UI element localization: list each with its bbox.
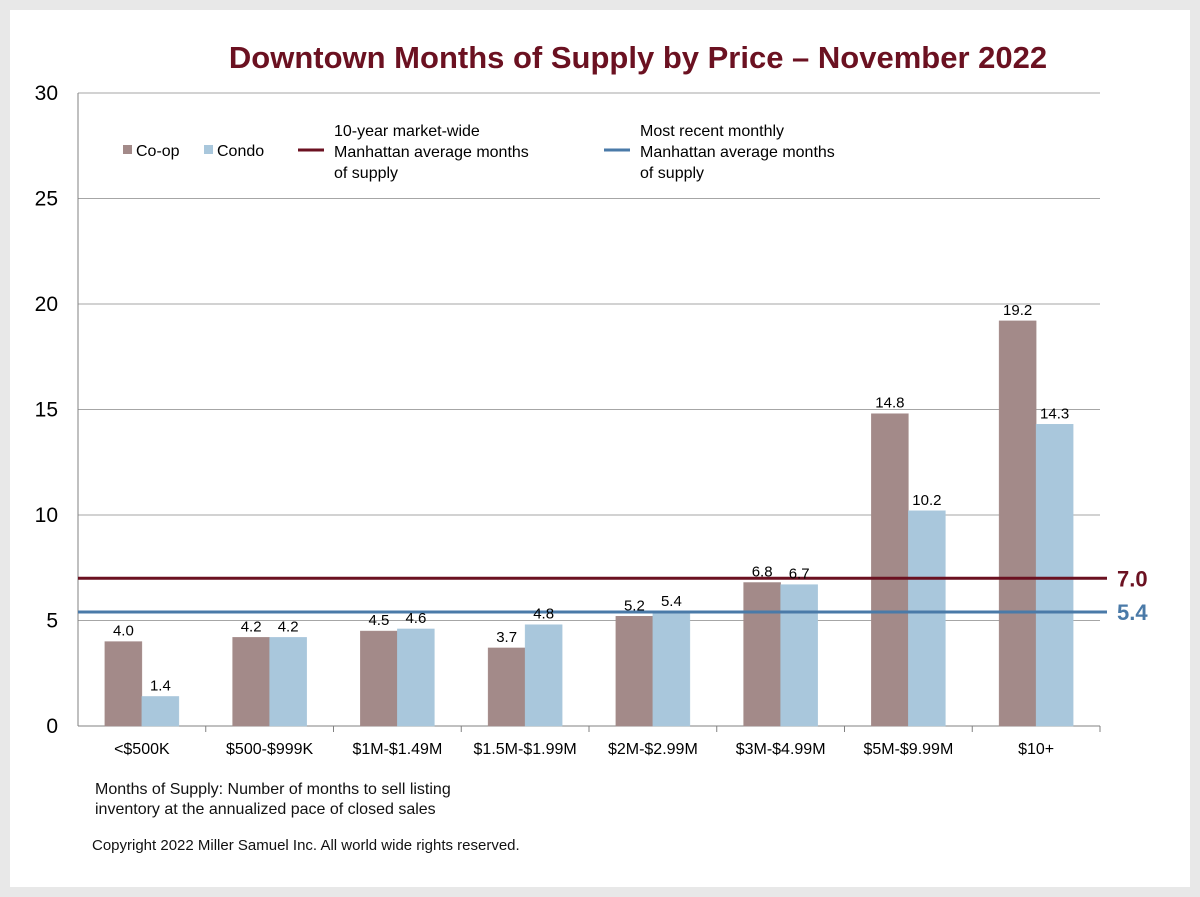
copyright-text: Copyright 2022 Miller Samuel Inc. All wo… [92,837,520,854]
legend-label-coop: Co-op [136,143,180,160]
data-label-coop: 6.8 [752,564,773,581]
y-tick-label: 25 [35,188,58,211]
y-tick-label: 15 [35,399,58,422]
data-label-coop: 4.5 [368,612,389,629]
data-label-condo: 5.4 [661,593,682,610]
legend-label-ten-year: of supply [334,165,398,182]
legend-swatch-condo [204,145,213,154]
x-tick-label: <$500K [114,741,170,758]
chart-title: Downtown Months of Supply by Price – Nov… [229,40,1047,75]
legend-swatch-coop [123,145,132,154]
bar-condo [652,611,691,727]
chart-frame: Downtown Months of Supply by Price – Nov… [10,10,1190,887]
bar-condo [1035,424,1074,727]
bar-coop [487,647,526,727]
legend-label-condo: Condo [217,143,264,160]
data-label-condo: 4.6 [405,610,426,627]
bar-coop [232,637,270,727]
legend-label-recent: Manhattan average months [640,144,835,161]
bar-coop [104,641,143,727]
bar-chart: Downtown Months of Supply by Price – Nov… [35,40,1149,758]
legend-label-recent: Most recent monthly [640,123,784,140]
bar-condo [780,584,818,727]
data-label-condo: 14.3 [1040,405,1069,422]
bar-condo [269,637,307,727]
x-tick-label: $10+ [1018,741,1054,758]
reference-value-recent: 5.4 [1117,600,1148,625]
bar-coop [360,630,398,727]
y-tick-label: 30 [35,82,58,105]
legend-label-ten-year: Manhattan average months [334,144,529,161]
x-tick-label: $2M-$2.99M [608,741,698,758]
y-tick-label: 5 [46,610,58,633]
data-label-condo: 4.8 [533,606,554,623]
data-label-condo: 4.2 [278,618,299,635]
bar-coop [998,320,1037,727]
reference-value-ten-year: 7.0 [1117,566,1148,591]
x-tick-label: $1.5M-$1.99M [474,741,577,758]
x-tick-label: $500-$999K [226,741,314,758]
data-label-coop: 5.2 [624,597,645,614]
data-label-coop: 3.7 [496,629,517,646]
bar-coop [615,616,654,727]
x-tick-label: $5M-$9.99M [863,741,953,758]
bar-condo [397,628,435,727]
legend-label-recent: of supply [640,165,704,182]
footnote-line-2: inventory at the annualized pace of clos… [95,801,436,818]
bar-condo [524,624,563,727]
data-label-condo: 1.4 [150,677,171,694]
y-tick-label: 10 [35,504,58,527]
bar-condo [141,696,180,727]
data-label-coop: 4.0 [113,623,134,640]
bar-condo [908,510,946,727]
bar-coop [871,413,909,727]
data-label-coop: 19.2 [1003,302,1032,319]
data-label-condo: 10.2 [912,492,941,509]
footnote-line-1: Months of Supply: Number of months to se… [95,781,451,798]
y-tick-label: 0 [46,715,58,738]
data-label-condo: 6.7 [789,566,810,583]
x-tick-label: $3M-$4.99M [736,741,826,758]
bar-coop [743,582,781,727]
legend-label-ten-year: 10-year market-wide [334,123,480,140]
data-label-coop: 4.2 [241,618,262,635]
y-tick-label: 20 [35,293,58,316]
data-label-coop: 14.8 [875,395,904,412]
x-tick-label: $1M-$1.49M [352,741,442,758]
